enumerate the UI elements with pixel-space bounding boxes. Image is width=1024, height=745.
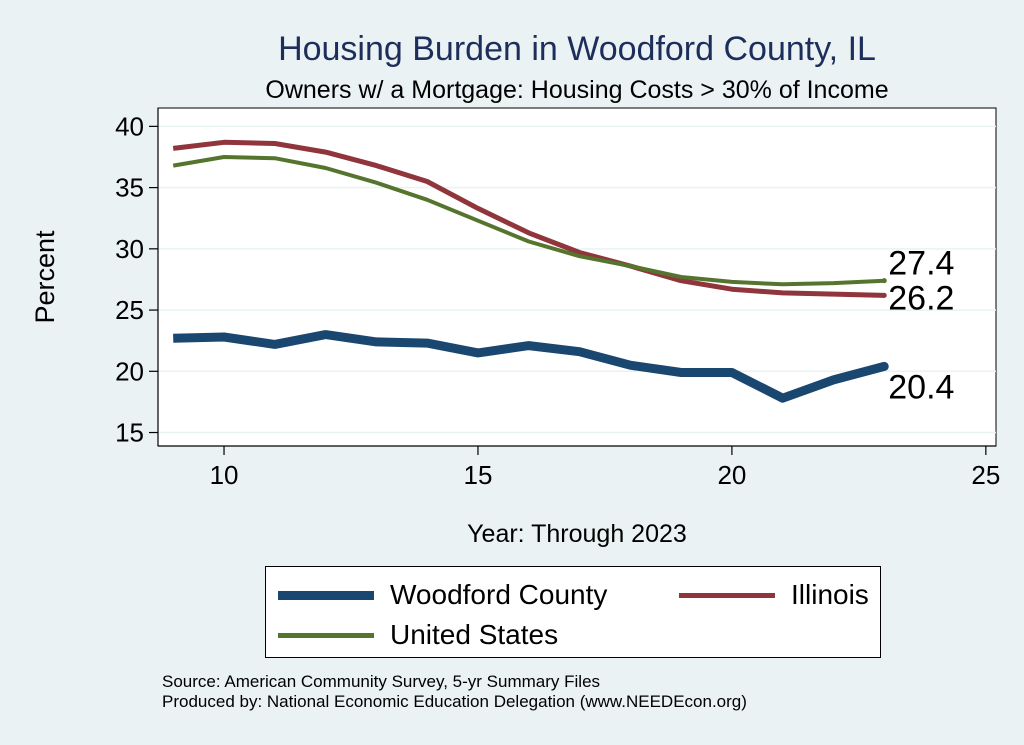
y-tick-label: 40 (115, 111, 144, 141)
y-axis: 15 20 25 30 35 40 (115, 108, 159, 448)
legend-label-woodford: Woodford County (390, 579, 608, 610)
end-label-united-states: 27.4 (888, 245, 954, 283)
y-tick-label: 20 (115, 356, 144, 386)
legend: Woodford County Illinois United States (265, 566, 881, 658)
source-line: Source: American Community Survey, 5-yr … (162, 672, 601, 691)
x-tick-label: 20 (717, 460, 746, 490)
gridlines (158, 125, 996, 434)
series-line-united-states (172, 155, 885, 287)
chart-subtitle: Owners w/ a Mortgage: Housing Costs > 30… (265, 76, 888, 104)
source-note: Source: American Community Survey, 5-yr … (162, 672, 747, 712)
x-tick-label: 25 (971, 460, 1000, 490)
series-line-illinois (172, 139, 885, 298)
end-label-illinois: 26.2 (888, 279, 954, 317)
y-tick-label: 35 (115, 173, 144, 203)
x-tick-label: 10 (210, 460, 239, 490)
series-line-woodford-county (173, 330, 886, 403)
series-endpoint-woodford-county (879, 361, 889, 371)
series-endpoint-illinois (881, 292, 887, 298)
y-tick-label: 30 (115, 234, 144, 264)
y-tick-label: 25 (115, 295, 144, 325)
end-labels: 20.4 26.227.4 (888, 245, 954, 407)
legend-label-us: United States (390, 619, 559, 650)
x-axis-title: Year: Through 2023 (467, 520, 687, 548)
producer-line: Produced by: National Economic Education… (162, 692, 747, 711)
legend-swatch-illinois (679, 592, 775, 598)
series-endpoint-united-states (881, 278, 887, 284)
legend-item-us: United States (278, 619, 558, 651)
end-label-woodford-county: 20.4 (888, 368, 954, 406)
y-tick-label: 15 (115, 418, 144, 448)
x-tick-label: 15 (464, 460, 493, 490)
x-axis: 10 15 20 25 (158, 445, 1000, 490)
chart-title: Housing Burden in Woodford County, IL (278, 30, 876, 68)
series-lines (172, 139, 889, 403)
legend-label-illinois: Illinois (791, 579, 869, 610)
y-axis-title: Percent (30, 230, 60, 324)
legend-item-illinois: Illinois (679, 579, 869, 611)
legend-swatch-woodford (278, 590, 374, 600)
legend-item-woodford: Woodford County (278, 579, 607, 611)
legend-swatch-us (278, 632, 374, 638)
